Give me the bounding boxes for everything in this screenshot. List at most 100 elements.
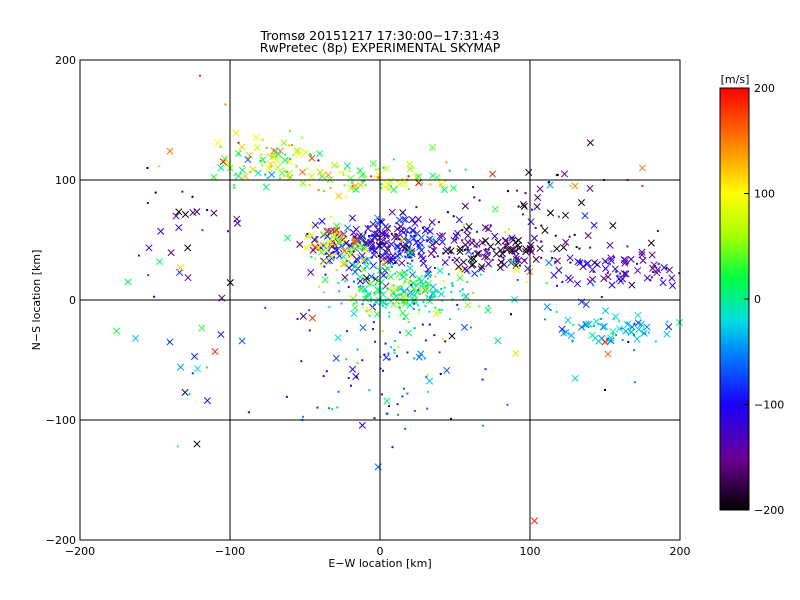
data-point-dot	[426, 295, 429, 298]
data-point-dot	[351, 185, 354, 188]
data-point-dot	[525, 281, 528, 284]
data-point-dot	[393, 349, 396, 352]
data-point-dot	[364, 184, 367, 187]
data-point-x	[465, 222, 473, 231]
data-point-dot	[450, 251, 453, 254]
data-point-dot	[469, 326, 472, 329]
data-point-dot	[461, 229, 464, 232]
data-point-dot	[479, 273, 482, 276]
data-point-dot	[615, 270, 618, 273]
data-point-x	[433, 173, 441, 181]
data-point-x	[270, 147, 278, 155]
data-point-dot	[176, 445, 179, 448]
data-point-x	[522, 248, 530, 256]
x-tick-label: 0	[377, 545, 384, 558]
data-point-dot	[450, 281, 453, 284]
data-point-dot	[388, 315, 391, 318]
data-point-dot	[368, 282, 371, 285]
data-point-dot	[398, 294, 401, 297]
data-point-x	[409, 227, 417, 235]
data-point-dot	[444, 179, 447, 182]
data-point-x	[384, 265, 392, 273]
data-point-x	[394, 243, 402, 252]
data-point-x	[232, 129, 240, 137]
data-point-dot	[364, 279, 367, 282]
data-point-x	[398, 235, 406, 244]
data-point-dot	[481, 378, 484, 381]
data-point-dot	[508, 238, 511, 241]
data-point-x	[488, 170, 497, 178]
data-point-x	[456, 274, 464, 282]
data-point-x	[311, 243, 319, 251]
data-point-x	[428, 241, 436, 249]
data-point-dot	[613, 256, 616, 259]
data-point-dot	[442, 280, 445, 283]
x-tick-label: −200	[65, 545, 95, 558]
data-point-x	[566, 254, 574, 262]
data-point-dot	[233, 186, 236, 189]
data-point-x	[512, 266, 521, 274]
data-point-x	[463, 226, 471, 234]
data-point-dot	[269, 154, 272, 157]
data-point-x	[210, 173, 218, 181]
x-axis-label: E−W location [km]	[328, 557, 431, 570]
data-point-dot	[401, 285, 404, 288]
data-point-x	[316, 149, 324, 158]
data-point-dot	[397, 413, 400, 416]
data-point-dot	[456, 303, 459, 306]
data-point-dot	[260, 153, 263, 156]
data-point-dot	[188, 392, 191, 395]
data-point-x	[628, 281, 636, 289]
data-point-x	[412, 239, 420, 247]
data-point-dot	[376, 290, 379, 293]
data-point-dot	[549, 309, 552, 312]
data-point-x	[221, 155, 229, 163]
data-point-x	[429, 283, 437, 291]
data-point-x	[176, 363, 185, 371]
data-point-dot	[543, 318, 546, 321]
data-point-x	[302, 148, 310, 157]
data-point-dot	[406, 295, 409, 298]
data-point-x	[358, 421, 366, 429]
data-point-dot	[368, 247, 371, 250]
data-point-x	[367, 273, 375, 281]
data-point-dot	[288, 176, 291, 179]
data-point-dot	[364, 175, 367, 178]
data-point-dot	[206, 208, 209, 211]
data-point-dot	[540, 224, 543, 227]
data-point-x	[590, 221, 598, 229]
data-point-dot	[600, 317, 603, 320]
data-point-x	[296, 240, 304, 249]
data-point-dot	[345, 358, 348, 361]
data-point-dot	[362, 173, 365, 176]
data-point-dot	[430, 274, 433, 277]
data-point-dot	[227, 230, 230, 233]
data-point-x	[342, 260, 350, 268]
data-point-x	[410, 234, 418, 242]
data-point-dot	[540, 256, 543, 259]
data-point-x	[113, 327, 121, 335]
data-point-dot	[461, 294, 464, 297]
data-point-dot	[399, 284, 402, 287]
data-point-x	[244, 156, 252, 164]
data-point-dot	[311, 224, 314, 227]
data-point-dot	[388, 188, 391, 191]
data-point-dot	[386, 287, 389, 290]
data-point-x	[351, 233, 359, 241]
data-point-x	[622, 327, 630, 335]
data-point-dot	[568, 235, 571, 238]
data-point-x	[383, 397, 391, 405]
data-point-dot	[374, 340, 377, 343]
data-point-dot	[390, 346, 393, 349]
data-point-x	[339, 231, 347, 240]
data-point-dot	[455, 238, 458, 241]
data-point-x	[193, 440, 201, 448]
data-point-dot	[409, 263, 412, 266]
data-point-dot	[396, 288, 399, 291]
data-point-x	[252, 134, 260, 142]
data-point-dot	[266, 153, 269, 156]
data-point-x	[234, 149, 242, 157]
data-point-x	[608, 281, 616, 289]
data-point-dot	[418, 308, 421, 311]
